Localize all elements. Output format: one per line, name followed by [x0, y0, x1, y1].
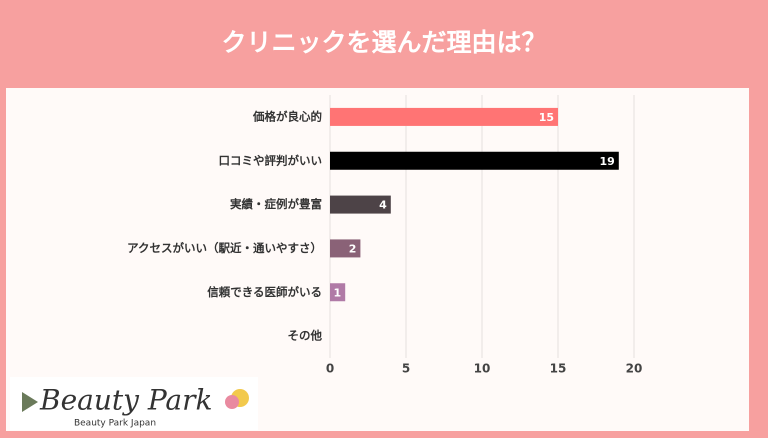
logo-icon — [22, 392, 38, 412]
x-tick-label: 5 — [402, 362, 410, 376]
plot: 0 5 10 15 20 価格が良心的 15 口コミや評判がいい 19 実績・症例が豊富 4 アクセス… — [127, 95, 642, 376]
bar — [330, 283, 346, 302]
data-label: 1 — [334, 286, 342, 299]
y-tick-label: その他 — [288, 329, 323, 343]
x-tick-label: 10 — [474, 362, 491, 376]
logo-name: Beauty Park — [39, 384, 212, 417]
bar — [330, 239, 361, 258]
y-tick-label: 信頼できる医師がいる — [207, 285, 322, 299]
x-tick-label: 20 — [626, 362, 643, 376]
y-tick-label: 実績・症例が豊富 — [230, 197, 322, 211]
x-tick-label: 15 — [550, 362, 567, 376]
bar — [330, 107, 558, 126]
chart-title: クリニックを選んだ理由は？ — [221, 28, 546, 57]
data-label: 15 — [539, 111, 554, 124]
panel — [6, 88, 749, 431]
logo-box — [10, 377, 258, 430]
logo-subtitle: Beauty Park Japan — [74, 419, 156, 429]
x-tick-label: 0 — [326, 362, 334, 376]
y-tick-label: アクセスがいい（駅近・通いやすさ） — [127, 241, 322, 255]
y-tick-label: 価格が良心的 — [252, 109, 322, 123]
data-label: 4 — [379, 199, 387, 212]
data-label: 2 — [349, 242, 357, 255]
bar — [330, 151, 619, 170]
y-tick-label: 口コミや評判がいい — [219, 153, 323, 167]
bar — [330, 195, 391, 214]
logo-flower — [225, 395, 239, 409]
data-label: 19 — [599, 155, 614, 168]
